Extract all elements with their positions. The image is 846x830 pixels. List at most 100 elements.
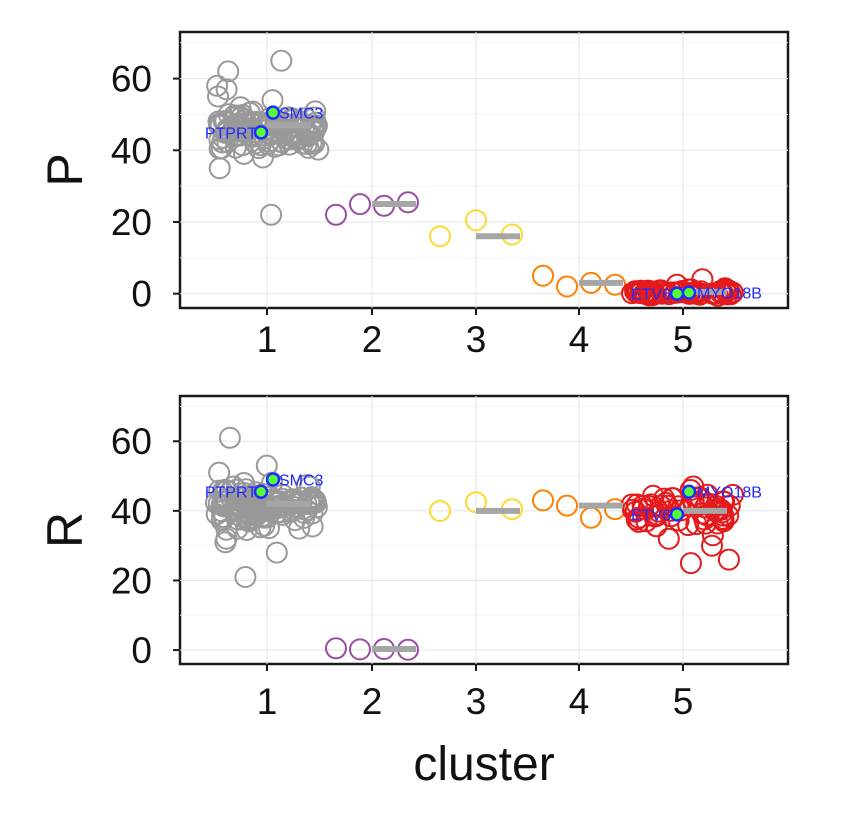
data-point	[556, 275, 578, 298]
data-point	[270, 49, 293, 72]
x-tick-label: 1	[257, 319, 278, 360]
data-point	[429, 499, 451, 522]
data-point	[301, 119, 324, 142]
y-tick-label: 40	[111, 130, 152, 171]
data-point	[296, 499, 319, 522]
data-point	[234, 566, 257, 588]
gene-label: SMC3	[279, 473, 324, 490]
data-point	[265, 541, 288, 564]
gene-label: ETV6	[631, 287, 671, 304]
data-point	[604, 498, 626, 521]
data-point	[717, 548, 740, 571]
panel-p-highlights: SMC3 PTPRT ETV6 MYO18B	[205, 105, 762, 304]
panel-r-frame	[178, 394, 790, 666]
panel-r-highlights: SMC3 PTPRT ETV6 MYO18B	[205, 472, 762, 524]
y-tick-label: 0	[131, 630, 152, 671]
data-point	[349, 193, 371, 216]
x-tick-label: 1	[257, 681, 278, 722]
data-point	[701, 534, 723, 557]
y-tick-label: 20	[111, 202, 152, 243]
gene-label: MYO18B	[697, 286, 762, 303]
data-point	[249, 516, 272, 539]
data-point	[298, 475, 321, 498]
gene-label: PTPRT	[205, 485, 257, 502]
data-point	[260, 203, 283, 226]
x-tick-label: 4	[569, 681, 590, 722]
data-point	[625, 508, 648, 531]
data-point	[216, 118, 239, 141]
highlight-point	[681, 484, 697, 499]
highlight-point	[681, 285, 697, 300]
data-point	[679, 552, 702, 575]
data-point	[258, 517, 280, 540]
x-tick-label: 2	[362, 319, 383, 360]
data-point	[301, 130, 324, 153]
data-point	[238, 510, 261, 533]
data-point	[302, 487, 324, 510]
data-point	[217, 60, 240, 83]
gene-label: ETV6	[631, 507, 671, 524]
data-point	[641, 281, 664, 304]
highlight-point	[253, 484, 269, 499]
data-point	[227, 508, 250, 531]
x-tick-label: 5	[673, 681, 694, 722]
data-point	[556, 494, 578, 517]
data-point	[429, 225, 451, 248]
data-point	[234, 108, 257, 131]
data-point	[679, 479, 702, 501]
data-point	[222, 475, 245, 498]
data-point	[532, 264, 554, 287]
data-point	[626, 281, 649, 304]
data-point	[325, 637, 347, 660]
panel-p-y-title: P	[37, 153, 93, 186]
highlight-point	[253, 125, 269, 140]
panel-r-medians	[267, 500, 727, 653]
data-point	[635, 510, 658, 533]
x-tick-label: 4	[569, 319, 590, 360]
y-tick-label: 60	[111, 59, 152, 100]
data-point	[325, 203, 347, 226]
data-point	[465, 209, 487, 232]
data-point	[701, 524, 724, 547]
panel-r: SMC3 PTPRT ETV6 MYO18B 0 20 40 60 1 2 3 4 5 R	[37, 394, 790, 722]
panel-r-axes: 0 20 40 60 1 2 3 4 5	[111, 421, 693, 722]
y-tick-label: 0	[131, 274, 152, 315]
highlight-point	[669, 286, 685, 301]
data-point	[532, 489, 554, 512]
data-point	[657, 527, 680, 550]
x-tick-label: 2	[362, 681, 383, 722]
data-point	[714, 277, 736, 300]
highlight-point	[265, 472, 281, 487]
data-point	[218, 426, 241, 449]
data-point	[645, 515, 668, 538]
highlight-point	[265, 105, 281, 120]
data-point	[717, 504, 740, 527]
panel-p-frame	[178, 30, 790, 310]
x-tick-label: 3	[466, 681, 487, 722]
data-point	[206, 74, 229, 97]
y-tick-label: 20	[111, 560, 152, 601]
panel-r-y-title: R	[37, 512, 93, 548]
x-axis-title: cluster	[413, 738, 554, 791]
data-point	[251, 146, 274, 169]
data-point	[207, 85, 229, 108]
y-tick-label: 60	[111, 421, 152, 462]
data-point	[209, 114, 232, 137]
x-tick-label: 5	[673, 319, 694, 360]
highlight-point	[669, 507, 685, 522]
data-point	[303, 132, 325, 155]
panel-p: SMC3 PTPRT ETV6 MYO18B 0 20 40 60 1 2 3 4 5 P	[37, 30, 790, 360]
gene-label: SMC3	[279, 106, 324, 123]
data-point	[301, 515, 324, 538]
x-tick-label: 3	[466, 319, 487, 360]
data-point	[214, 531, 237, 554]
panel-p-axes: 0 20 40 60 1 2 3 4 5	[111, 59, 693, 360]
data-point	[214, 487, 237, 510]
data-point	[229, 96, 252, 119]
gene-label: MYO18B	[697, 485, 762, 502]
data-point	[255, 454, 278, 477]
data-point	[261, 488, 284, 511]
data-point	[349, 638, 371, 661]
y-tick-label: 40	[111, 491, 152, 532]
